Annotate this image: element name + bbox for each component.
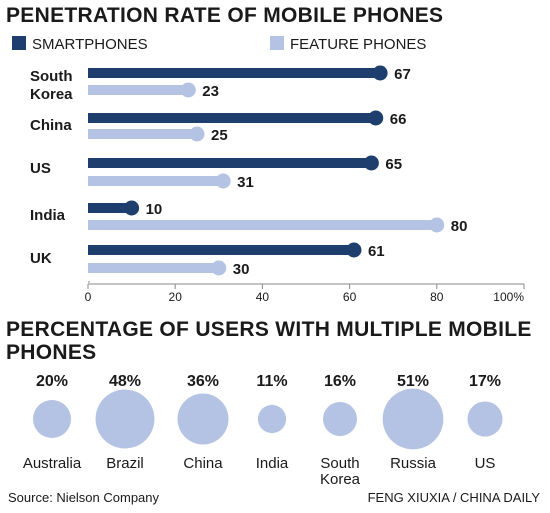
legend-label-feature-phones: FEATURE PHONES — [290, 36, 427, 53]
x-tick-label: 80 — [430, 290, 444, 304]
bubble-value-label: 51% — [397, 373, 429, 390]
bar-end-dot — [346, 242, 362, 258]
x-tick-label: 0 — [85, 290, 92, 304]
bubble-category-label: Australia — [23, 455, 82, 472]
bar-end-dot — [180, 82, 196, 98]
bubble — [177, 393, 229, 445]
bubble — [257, 404, 287, 434]
data-label: 66 — [390, 111, 407, 128]
category-label: India — [30, 207, 66, 224]
bar — [88, 85, 189, 95]
category-label: US — [30, 160, 51, 177]
bar — [88, 68, 381, 78]
bar — [88, 245, 354, 255]
bar — [88, 129, 197, 139]
bar-end-dot — [189, 126, 205, 142]
bar-end-dot — [211, 260, 227, 276]
x-tick-label: 20 — [169, 290, 183, 304]
bubble-category-label: Korea — [320, 471, 361, 488]
bubble-category-label: US — [475, 455, 496, 472]
data-label: 25 — [211, 127, 228, 144]
bar-chart-title: PENETRATION RATE OF MOBILE PHONES — [6, 4, 444, 27]
bubble-value-label: 16% — [324, 373, 356, 390]
bar-end-dot — [124, 200, 140, 216]
legend-feature-phones: FEATURE PHONES — [270, 36, 426, 53]
bar-end-dot — [215, 173, 231, 189]
bar-end-dot — [372, 65, 388, 81]
data-label: 61 — [368, 243, 385, 260]
legend-swatch-feature-phones — [270, 36, 284, 50]
bubble — [467, 401, 503, 437]
bubble — [323, 402, 357, 436]
bar — [88, 220, 437, 230]
bubble — [32, 399, 72, 439]
credit-note: FENG XIUXIA / CHINA DAILY — [367, 490, 540, 505]
data-label: 10 — [146, 201, 163, 218]
bubble-category-label: China — [183, 455, 223, 472]
bar — [88, 203, 132, 213]
bubble-category-label: India — [256, 455, 289, 472]
bubble-value-label: 11% — [256, 373, 287, 390]
bubble-chart-title: PERCENTAGE OF USERS WITH MULTIPLE MOBILE… — [6, 318, 532, 364]
legend-swatch-smartphones — [12, 36, 26, 50]
category-label: China — [30, 117, 72, 134]
data-label: 23 — [202, 83, 219, 100]
bubble-value-label: 36% — [187, 373, 219, 390]
bubble-category-label: South — [320, 455, 359, 472]
legend-smartphones: SMARTPHONES — [12, 36, 148, 53]
category-label: UK — [30, 250, 52, 267]
legend-label-smartphones: SMARTPHONES — [32, 36, 148, 53]
bar-end-dot — [363, 155, 379, 171]
bar-end-dot — [429, 217, 445, 233]
bubble-category-label: Brazil — [106, 455, 144, 472]
bubble — [95, 389, 155, 449]
bubble-category-label: Russia — [390, 455, 437, 472]
bar — [88, 113, 376, 123]
bubble — [382, 388, 444, 450]
x-tick-label: 100% — [493, 290, 524, 304]
x-tick-label: 40 — [256, 290, 270, 304]
bubble-value-label: 20% — [36, 373, 68, 390]
bubble-value-label: 17% — [469, 373, 501, 390]
bar — [88, 176, 224, 186]
bar-end-dot — [368, 110, 384, 126]
category-label: Korea — [30, 86, 73, 103]
data-label: 31 — [237, 174, 254, 191]
bar — [88, 263, 219, 273]
bar — [88, 158, 372, 168]
category-label: South — [30, 68, 73, 85]
x-tick-label: 60 — [343, 290, 357, 304]
data-label: 67 — [394, 66, 411, 83]
data-label: 80 — [451, 218, 468, 235]
bubble-value-label: 48% — [109, 373, 141, 390]
data-label: 65 — [385, 156, 402, 173]
source-note: Source: Nielson Company — [8, 490, 160, 505]
data-label: 30 — [233, 261, 250, 278]
